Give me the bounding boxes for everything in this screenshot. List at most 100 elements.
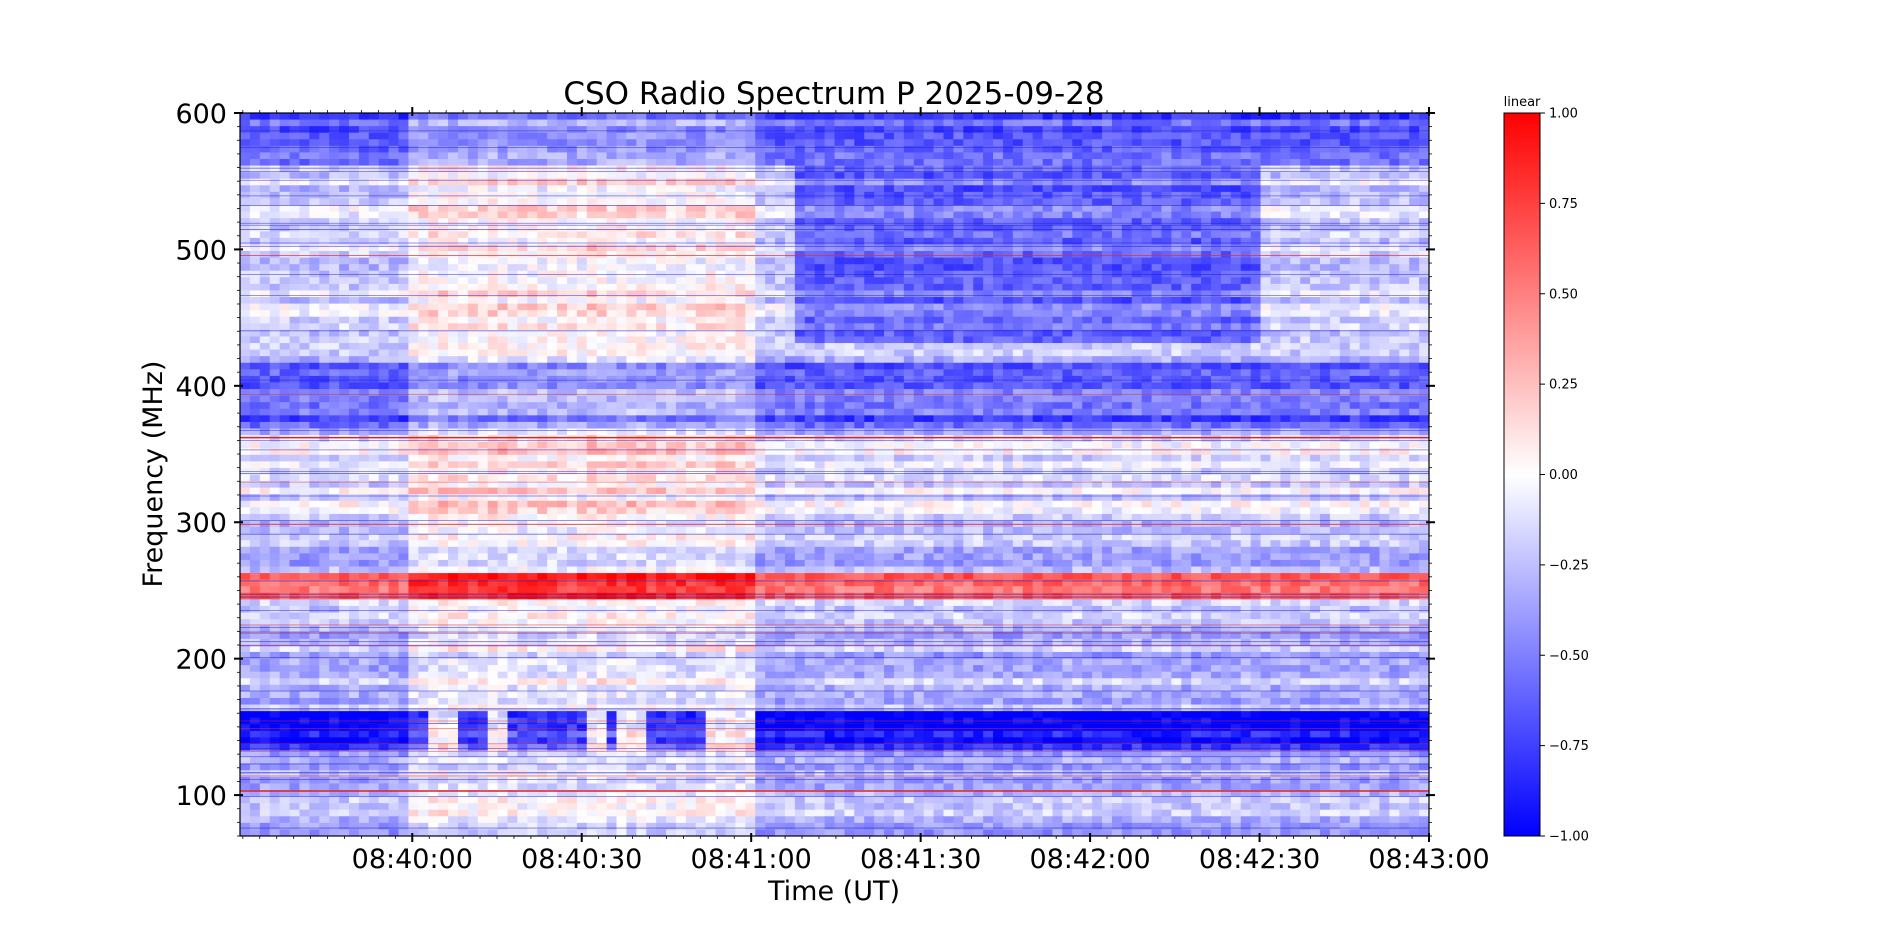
heatmap-cell bbox=[259, 297, 271, 305]
heatmap-cell bbox=[438, 369, 449, 377]
heatmap-cell bbox=[269, 224, 281, 232]
heatmap-cell bbox=[547, 211, 558, 219]
heatmap-cell bbox=[1161, 211, 1172, 219]
heatmap-cell bbox=[903, 172, 915, 180]
heatmap-cell bbox=[368, 145, 380, 154]
heatmap-cell bbox=[1002, 218, 1014, 226]
heatmap-cell bbox=[1349, 218, 1361, 226]
heatmap-cell bbox=[1022, 310, 1034, 318]
heatmap-cell bbox=[368, 231, 380, 239]
heatmap-cell bbox=[1191, 336, 1202, 344]
heatmap-cell bbox=[1270, 139, 1281, 147]
heatmap-cell bbox=[1131, 113, 1143, 121]
heatmap-cell bbox=[299, 316, 310, 324]
heatmap-cell bbox=[1349, 343, 1361, 351]
heatmap-cell bbox=[923, 349, 935, 357]
heatmap-cell bbox=[398, 165, 410, 173]
heatmap-cell bbox=[329, 343, 340, 351]
heatmap-cell bbox=[943, 290, 954, 298]
heatmap-cell bbox=[1250, 283, 1262, 292]
heatmap-cell bbox=[1141, 132, 1153, 140]
heatmap-cell bbox=[408, 277, 419, 285]
heatmap-cell bbox=[735, 172, 746, 180]
heatmap-cell bbox=[537, 290, 548, 298]
heatmap-cell bbox=[418, 277, 429, 285]
heatmap-cell bbox=[477, 336, 489, 344]
heatmap-cell bbox=[1270, 178, 1281, 186]
heatmap-cell bbox=[1012, 119, 1024, 127]
heatmap-cell bbox=[1300, 297, 1311, 305]
heatmap-cell bbox=[844, 251, 855, 259]
heatmap-cell bbox=[1220, 349, 1232, 357]
heatmap-cell bbox=[339, 336, 350, 344]
heatmap-cell bbox=[289, 191, 301, 200]
heatmap-cell bbox=[963, 237, 974, 246]
heatmap-cell bbox=[656, 165, 667, 173]
heatmap-cell bbox=[507, 132, 519, 140]
heatmap-cell bbox=[1220, 185, 1232, 193]
heatmap-cell bbox=[685, 316, 697, 324]
heatmap-cell bbox=[358, 139, 370, 147]
heatmap-cell bbox=[1141, 343, 1153, 351]
heatmap-cell bbox=[735, 126, 746, 134]
heatmap-cell bbox=[854, 172, 865, 180]
heatmap-cell bbox=[804, 297, 816, 305]
heatmap-cell bbox=[418, 185, 429, 193]
heatmap-cell bbox=[685, 323, 697, 331]
heatmap-cell bbox=[1131, 152, 1143, 160]
heatmap-cell bbox=[1369, 185, 1381, 193]
heatmap-cell bbox=[1339, 375, 1351, 384]
heatmap-cell bbox=[497, 178, 509, 186]
heatmap-cell bbox=[1310, 165, 1321, 173]
heatmap-cell bbox=[1280, 257, 1291, 265]
heatmap-cell bbox=[1379, 362, 1390, 370]
heatmap-cell bbox=[1042, 159, 1054, 167]
heatmap-cell bbox=[675, 297, 687, 305]
heatmap-cell bbox=[557, 303, 568, 311]
heatmap-cell bbox=[1181, 165, 1192, 173]
heatmap-cell bbox=[814, 178, 826, 186]
heatmap-cell bbox=[983, 356, 994, 364]
heatmap-cell bbox=[705, 152, 717, 160]
heatmap-cell bbox=[1082, 251, 1093, 259]
heatmap-cell bbox=[1201, 231, 1212, 239]
heatmap-cell bbox=[1369, 257, 1381, 265]
heatmap-cell bbox=[240, 264, 251, 272]
heatmap-cell bbox=[1171, 113, 1182, 121]
heatmap-cell bbox=[903, 251, 915, 259]
heatmap-cell bbox=[1171, 251, 1182, 259]
heatmap-cell bbox=[418, 290, 429, 298]
heatmap-cell bbox=[933, 224, 945, 232]
heatmap-cell bbox=[695, 375, 707, 384]
heatmap-cell bbox=[596, 224, 608, 232]
heatmap-cell bbox=[269, 264, 281, 272]
heatmap-cell bbox=[775, 224, 786, 232]
heatmap-cell bbox=[1270, 283, 1281, 292]
heatmap-cell bbox=[1121, 224, 1133, 232]
heatmap-cell bbox=[1379, 356, 1390, 364]
heatmap-cell bbox=[963, 369, 974, 377]
heatmap-cell bbox=[983, 251, 994, 259]
heatmap-cell bbox=[408, 343, 419, 351]
heatmap-cell bbox=[378, 139, 390, 147]
heatmap-cell bbox=[675, 323, 687, 331]
heatmap-cell bbox=[487, 251, 499, 259]
heatmap-cell bbox=[1389, 375, 1400, 384]
heatmap-cell bbox=[834, 382, 846, 390]
heatmap-cell bbox=[1012, 316, 1024, 324]
heatmap-cell bbox=[913, 343, 925, 351]
heatmap-cell bbox=[884, 336, 895, 344]
heatmap-cell bbox=[824, 113, 836, 121]
heatmap-cell bbox=[269, 159, 281, 167]
heatmap-cell bbox=[963, 139, 974, 147]
heatmap-cell bbox=[1270, 303, 1281, 311]
heatmap-cell bbox=[765, 152, 776, 160]
heatmap-cell bbox=[596, 205, 608, 213]
heatmap-cell bbox=[1092, 165, 1103, 173]
heatmap-cell bbox=[656, 329, 667, 338]
heatmap-cell bbox=[1270, 349, 1281, 357]
heatmap-cell bbox=[467, 264, 479, 272]
heatmap-cell bbox=[646, 119, 657, 127]
heatmap-cell bbox=[1102, 198, 1113, 206]
heatmap-cell bbox=[576, 139, 588, 147]
